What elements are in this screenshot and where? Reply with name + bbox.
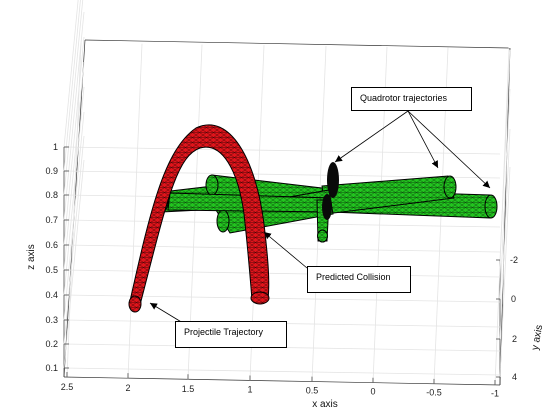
quadrotor-tube-cap <box>216 209 230 233</box>
projectile-tube-cap <box>250 291 270 305</box>
z-grid-line <box>63 0 84 196</box>
x-axis-label: x axis <box>312 399 338 410</box>
z-grid-line <box>63 269 501 278</box>
axis-box-edge <box>84 39 511 49</box>
projectile-tube <box>129 124 270 306</box>
z-tick-label: 1 <box>53 142 58 152</box>
z-grid-line <box>63 111 85 321</box>
z-grid-line <box>63 61 85 271</box>
collision-ellipsoid <box>327 162 339 198</box>
collision-ellipsoid <box>322 194 332 220</box>
z-tick-label: 0.2 <box>45 339 58 349</box>
z-tick-label: 0.1 <box>45 363 58 373</box>
z-grid-line <box>63 0 81 172</box>
annotation-arrow <box>334 110 409 163</box>
annotation-arrow <box>263 231 308 269</box>
z-tick-label: 0.3 <box>45 315 58 325</box>
annotation-projectile-trajectory: Projectile Trajectory <box>175 321 287 348</box>
z-grid-line <box>63 11 85 221</box>
x-tick-label: -1 <box>491 388 499 398</box>
axis-box-edge <box>63 376 501 386</box>
axes-box <box>63 39 511 386</box>
z-grid-line <box>63 159 85 369</box>
quadrotor-tube-cap <box>443 175 457 199</box>
z-grid-line <box>63 36 85 246</box>
y-tick-label: 4 <box>512 372 517 382</box>
y-grid-line <box>499 88 511 300</box>
annotation-arrow <box>149 302 184 324</box>
z-tick-label: 0.6 <box>45 240 58 250</box>
z-grid-line <box>63 135 85 345</box>
y-grid-line <box>499 49 511 261</box>
y-grid-line <box>499 166 511 378</box>
annotation-predicted-collision: Predicted Collision <box>307 266 411 293</box>
x-tick-label: 0.5 <box>306 386 319 396</box>
z-grid-line <box>63 0 79 148</box>
z-grid-line <box>63 86 85 296</box>
z-tick-label: 0.7 <box>45 215 58 225</box>
x-tick-label: 2.5 <box>61 382 74 392</box>
z-tick-label: 0.5 <box>45 265 58 275</box>
z-grid-line <box>63 244 501 253</box>
annotation-quadrotor-trajectories: Quadrotor trajectories <box>351 87 472 111</box>
x-tick-label: 2 <box>125 383 130 393</box>
projectile-trajectory <box>128 124 270 313</box>
annotation-arrow <box>407 110 439 169</box>
z-grid-line <box>63 146 501 155</box>
x-tick-label: 1 <box>247 385 252 395</box>
z-grid-line <box>63 367 501 376</box>
z-tick-label: 0.8 <box>45 190 58 200</box>
z-tick-label: 0.4 <box>45 290 58 300</box>
quadrotor-tube-cap <box>205 174 219 196</box>
x-grid-line <box>127 43 143 379</box>
z-tick-label: 0.9 <box>45 166 58 176</box>
annotation-arrows <box>149 110 491 324</box>
projectile-tube-cap <box>128 295 142 313</box>
x-tick-label: -0.5 <box>426 387 442 397</box>
predicted-collision-region <box>322 162 339 220</box>
axis-ticks: 2.5 2 1.5 1 0.5 0 -0.5 -1 0.1 0.2 0.3 0.4 0.5 0.6 0.7 0… <box>45 142 518 398</box>
y-grid-line <box>499 128 511 340</box>
y-tick-label: 0 <box>511 294 516 304</box>
y-tick-label: -2 <box>510 255 518 265</box>
axis-box-edge <box>499 47 511 386</box>
x-grid-line <box>66 42 82 378</box>
x-tick-label: 1.5 <box>182 384 195 394</box>
y-axis-label: y axis <box>530 324 545 351</box>
annotation-arrow <box>407 110 491 189</box>
quadrotor-tube-cap <box>484 194 498 219</box>
x-tick-label: 0 <box>370 387 375 397</box>
z-axis-label: z axis <box>26 244 37 270</box>
z-grid-line <box>63 170 501 179</box>
quadrotor-tube-cap <box>317 229 328 243</box>
y-tick-label: 2 <box>512 334 517 344</box>
